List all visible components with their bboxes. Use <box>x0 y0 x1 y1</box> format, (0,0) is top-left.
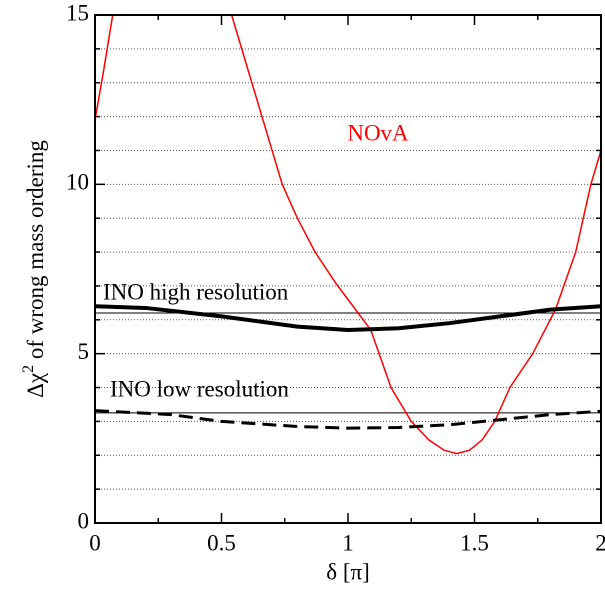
plot-frame <box>94 14 602 524</box>
x-axis-label: δ [π] <box>326 559 370 584</box>
labels: δ [π] Δχ2 of wrong mass ordering <box>20 140 370 585</box>
series-label: INO high resolution <box>103 279 289 304</box>
series-line <box>94 304 602 332</box>
x-tick-label: 1.5 <box>460 530 489 555</box>
y-tick-label: 0 <box>78 508 90 533</box>
y-tick-label: 5 <box>78 339 90 364</box>
series-label: INO low resolution <box>110 376 289 401</box>
x-tick-label: 2 <box>595 530 605 555</box>
x-tick-label: 0 <box>89 530 101 555</box>
x-tick-label: 0.5 <box>207 530 236 555</box>
series-line <box>94 409 602 430</box>
y-label-part: of wrong mass ordering <box>23 140 48 365</box>
x-tick-label: 1 <box>342 530 354 555</box>
y-label-sup: 2 <box>20 365 37 373</box>
y-tick-label: 15 <box>66 0 89 25</box>
y-axis-label: Δχ2 of wrong mass ordering <box>20 140 49 398</box>
series-label: NOvA <box>347 120 409 145</box>
series-line <box>94 14 602 455</box>
y-tick-label: 10 <box>66 170 89 195</box>
y-label-part: Δχ <box>23 372 48 398</box>
